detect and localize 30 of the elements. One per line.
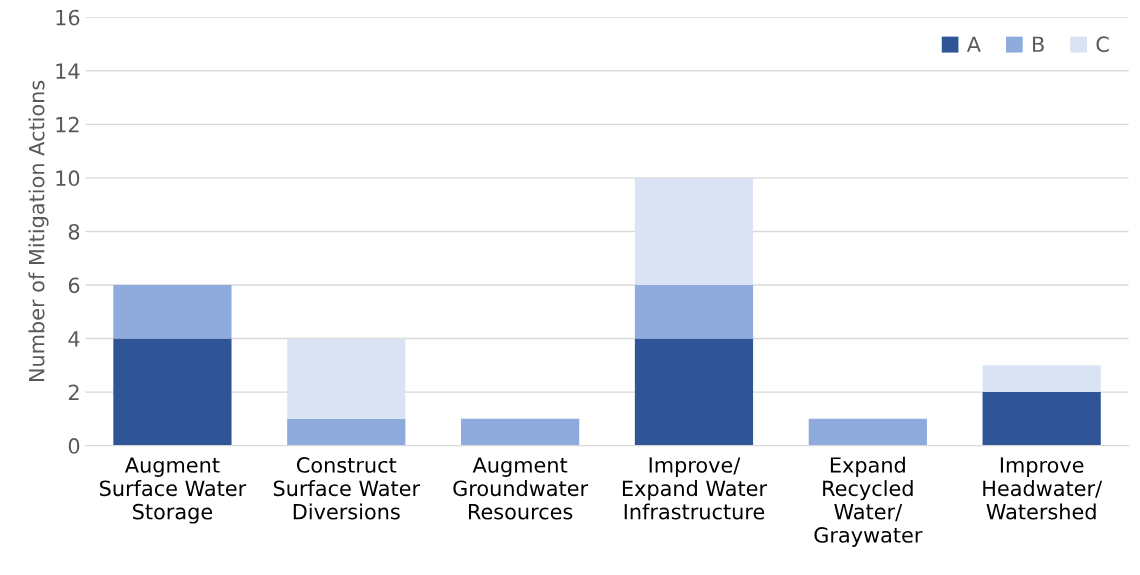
bar bbox=[287, 338, 406, 419]
bar bbox=[634, 177, 754, 285]
bar bbox=[287, 418, 406, 446]
y-axis-title: Number of Mitigation Actions bbox=[28, 80, 49, 382]
bar bbox=[982, 365, 1101, 393]
bar bbox=[113, 338, 232, 446]
y-tick-label: 10 bbox=[56, 170, 80, 187]
y-tick-label: 6 bbox=[68, 277, 80, 294]
y-tick-label: 16 bbox=[56, 9, 80, 26]
y-tick-label: 4 bbox=[68, 331, 80, 347]
x-tick-label: Expand Recycled Water/ Graywater bbox=[814, 456, 923, 547]
x-tick-label: Augment Surface Water Storage bbox=[100, 457, 247, 524]
bar bbox=[113, 284, 232, 339]
bar bbox=[461, 418, 580, 446]
legend-label: A bbox=[966, 36, 981, 52]
y-tick-label: 2 bbox=[68, 384, 79, 400]
bar bbox=[808, 418, 927, 446]
bar bbox=[634, 338, 754, 446]
x-tick-label: Improve/ Expand Water Infrastructure bbox=[622, 457, 768, 520]
bar bbox=[634, 284, 754, 339]
y-tick-label: 0 bbox=[68, 438, 80, 454]
legend-label: B bbox=[1033, 36, 1044, 52]
x-tick-label: Improve Headwater/ Watershed bbox=[983, 457, 1103, 520]
y-tick-label: 12 bbox=[56, 116, 79, 133]
legend-label: C bbox=[1096, 36, 1109, 53]
x-tick-label: Construct Surface Water Diversions bbox=[273, 457, 421, 520]
y-tick-label: 8 bbox=[68, 223, 80, 240]
x-tick-label: Augment Groundwater Resources bbox=[453, 457, 589, 520]
y-tick-label: 14 bbox=[56, 63, 80, 79]
bar bbox=[982, 392, 1101, 446]
